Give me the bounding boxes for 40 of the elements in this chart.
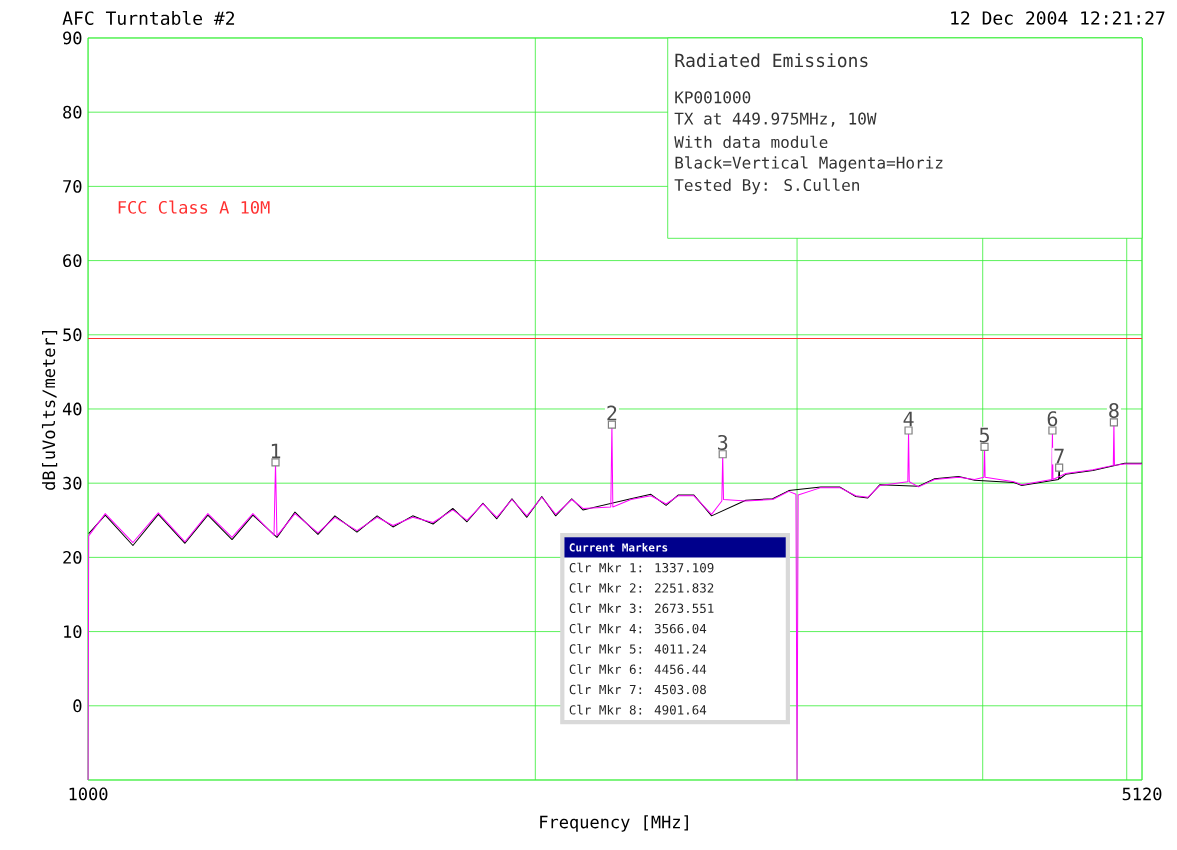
x-tick-label: 5120 bbox=[1122, 787, 1162, 801]
chart-subtitle: 12 Dec 2004 12:21:27 bbox=[951, 11, 1165, 25]
annotation: Clr Mkr 5: 4011.24 bbox=[569, 643, 707, 654]
y-tick-label: 30 bbox=[63, 476, 82, 490]
annotation: 6 bbox=[1047, 411, 1058, 427]
y-tick-label: 90 bbox=[63, 31, 82, 45]
x-axis-title: Frequency [MHz] bbox=[540, 815, 688, 832]
annotation: Current Markers bbox=[569, 543, 668, 552]
y-tick-label: 40 bbox=[62, 402, 82, 416]
annotation: Clr Mkr 7: 4503.08 bbox=[569, 684, 706, 695]
annotation: Tested By: S.Cullen bbox=[674, 178, 859, 195]
annotation: Clr Mkr 3: 2673.551 bbox=[569, 603, 714, 614]
y-tick-label: 20 bbox=[63, 550, 82, 564]
y-tick-label: 0 bbox=[73, 699, 82, 713]
annotation: 8 bbox=[1109, 403, 1119, 419]
annotation: TX at 449.975MHz, 10W bbox=[674, 112, 877, 127]
x-tick-label: 1000 bbox=[69, 787, 108, 801]
annotation: Black=Vertical Magenta=Horiz bbox=[675, 156, 943, 172]
chart-title: AFC Turntable #2 bbox=[62, 10, 235, 25]
annotation: Clr Mkr 2: 2251.832 bbox=[569, 582, 714, 593]
annotation: Clr Mkr 4: 3566.04 bbox=[569, 623, 707, 634]
annotation: Clr Mkr 6: 4456.44 bbox=[569, 664, 707, 674]
annotation: 5 bbox=[979, 427, 989, 443]
y-axis-title: dB[uVolts/meter] bbox=[41, 330, 58, 490]
y-tick-label: 50 bbox=[63, 328, 82, 342]
annotation: With data module bbox=[674, 135, 828, 149]
annotation: 3 bbox=[718, 434, 728, 451]
ref-line-label: FCC Class A 10M bbox=[118, 200, 270, 214]
y-tick-label: 10 bbox=[64, 625, 82, 639]
y-tick-label: 80 bbox=[63, 105, 82, 119]
annotation: 4 bbox=[903, 411, 914, 427]
annotation: Clr Mkr 1: 1337.109 bbox=[569, 562, 714, 573]
annotation: KP001000 bbox=[675, 91, 751, 104]
annotation: Radiated Emissions bbox=[675, 53, 868, 68]
annotation: Clr Mkr 8: 4901.64 bbox=[569, 704, 707, 715]
annotation: 2 bbox=[607, 405, 617, 421]
y-tick-label: 70 bbox=[63, 179, 82, 193]
annotation: 7 bbox=[1054, 448, 1064, 464]
y-tick-label: 60 bbox=[63, 254, 82, 268]
annotation: 1 bbox=[271, 443, 281, 459]
